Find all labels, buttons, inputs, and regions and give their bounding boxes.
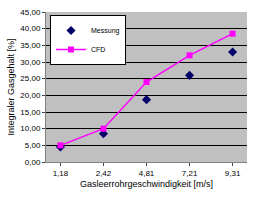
svg-text:5,00: 5,00 — [25, 141, 41, 150]
svg-text:Messung: Messung — [91, 27, 120, 35]
svg-text:7,21: 7,21 — [182, 169, 198, 178]
svg-text:30,00: 30,00 — [20, 58, 41, 67]
svg-text:2,42: 2,42 — [96, 169, 112, 178]
svg-text:1,18: 1,18 — [53, 169, 69, 178]
svg-text:25,00: 25,00 — [20, 74, 41, 83]
svg-text:45,00: 45,00 — [20, 8, 41, 17]
svg-text:0,00: 0,00 — [25, 158, 41, 167]
svg-text:20,00: 20,00 — [20, 91, 41, 100]
svg-text:9,31: 9,31 — [225, 169, 241, 178]
svg-text:4,81: 4,81 — [139, 169, 155, 178]
svg-text:15,00: 15,00 — [20, 108, 41, 117]
svg-text:40,00: 40,00 — [20, 24, 41, 33]
svg-text:Integraler Gasgehalt [%]: Integraler Gasgehalt [%] — [6, 38, 16, 135]
svg-text:35,00: 35,00 — [20, 41, 41, 50]
svg-text:Gasleerrohrgeschwindigkeit [m/: Gasleerrohrgeschwindigkeit [m/s] — [80, 179, 213, 189]
svg-text:10,00: 10,00 — [20, 124, 41, 133]
svg-text:CFD: CFD — [91, 46, 105, 53]
